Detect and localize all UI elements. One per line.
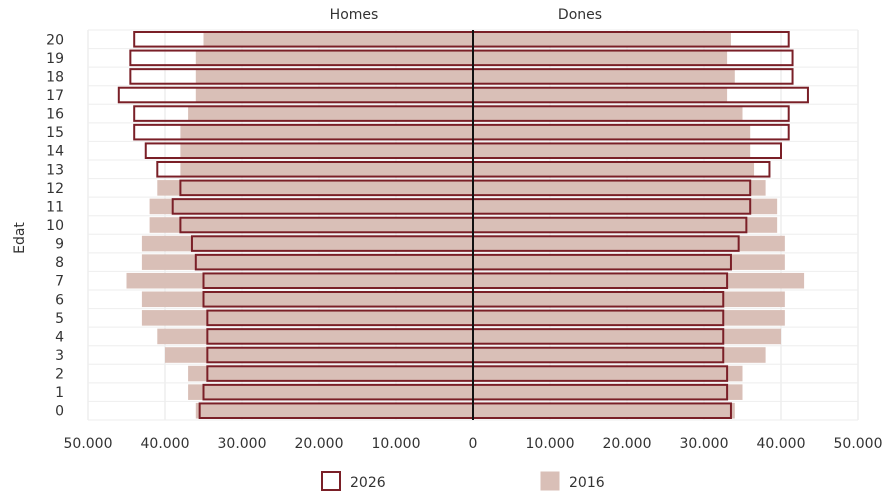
value-tick-label: 20.000 — [603, 436, 652, 452]
age-tick-label: 18 — [46, 69, 64, 85]
bar-2016-homes — [188, 384, 473, 400]
value-tick-label: 50.000 — [834, 436, 883, 452]
bar-2016-homes — [203, 31, 473, 48]
age-tick-label: 6 — [55, 292, 64, 308]
bar-2016-dones — [473, 161, 755, 178]
bar-2016-homes — [195, 402, 474, 419]
bar-2016-dones — [473, 105, 743, 122]
age-tick-label: 16 — [46, 107, 64, 123]
bar-2016-dones — [473, 402, 735, 419]
value-tick-labels: 50.000 40.000 30.000 20.000 10.000 0 10.000 20.… — [64, 436, 883, 452]
age-tick-label: 8 — [55, 255, 64, 271]
bar-2016-homes — [195, 50, 474, 66]
bar-2016-homes — [195, 87, 474, 103]
age-tick-label: 0 — [55, 404, 64, 420]
bar-2016-homes — [141, 254, 473, 270]
value-tick-label: 20.000 — [295, 436, 344, 452]
value-tick-label: 30.000 — [680, 436, 729, 452]
bar-2016-homes — [126, 272, 473, 289]
bar-2016-homes — [141, 235, 473, 252]
bar-2016-dones — [473, 291, 785, 308]
bar-2016-homes — [157, 180, 474, 196]
age-tick-label: 17 — [46, 88, 64, 104]
bar-2016-dones — [473, 347, 766, 363]
age-tick-label: 19 — [46, 51, 64, 67]
bar-2016-dones — [473, 272, 805, 289]
bar-2016-homes — [149, 217, 473, 233]
age-tick-label: 10 — [46, 218, 64, 234]
bar-2016-dones — [473, 198, 778, 215]
bar-2016-dones — [473, 365, 743, 382]
bars-2016 — [126, 31, 805, 419]
bar-2016-homes — [180, 142, 473, 159]
age-tick-label: 5 — [55, 311, 64, 327]
bar-2016-homes — [180, 161, 473, 178]
legend: 2026 2016 — [321, 471, 605, 491]
age-tick-label: 13 — [46, 162, 64, 178]
age-tick-label: 1 — [55, 385, 64, 401]
bar-2016-homes — [188, 365, 473, 382]
bar-2016-dones — [473, 124, 751, 140]
bar-2016-dones — [473, 328, 781, 345]
bar-2016-dones — [473, 180, 766, 196]
value-tick-label: 0 — [469, 436, 478, 452]
side-label-dones: Dones — [558, 7, 602, 23]
value-tick-label: 10.000 — [526, 436, 575, 452]
side-label-homes: Homes — [330, 7, 379, 23]
age-tick-label: 4 — [55, 329, 64, 345]
bar-2016-homes — [157, 328, 474, 345]
bar-2016-dones — [473, 310, 785, 326]
value-tick-label: 30.000 — [218, 436, 267, 452]
bar-2016-dones — [473, 50, 728, 66]
bar-2016-homes — [149, 198, 473, 215]
bar-2016-homes — [188, 105, 473, 122]
bar-2016-dones — [473, 254, 785, 270]
bar-2016-dones — [473, 217, 778, 233]
age-tick-label: 15 — [46, 125, 64, 141]
bar-2016-dones — [473, 384, 743, 400]
bar-2016-homes — [165, 347, 473, 363]
age-tick-label: 14 — [46, 144, 64, 160]
legend-swatch-2016 — [540, 471, 560, 491]
age-tick-label: 12 — [46, 181, 64, 197]
value-tick-label: 40.000 — [141, 436, 190, 452]
bar-2016-dones — [473, 142, 751, 159]
age-tick-label: 11 — [46, 199, 64, 215]
y-axis-label: Edat — [12, 222, 28, 254]
value-tick-label: 40.000 — [757, 436, 806, 452]
age-tick-label: 2 — [55, 367, 64, 383]
bar-2016-dones — [473, 31, 731, 48]
legend-label-2016: 2016 — [569, 475, 605, 491]
age-tick-label: 9 — [55, 237, 64, 253]
bar-2016-dones — [473, 68, 735, 85]
legend-label-2026: 2026 — [350, 475, 386, 491]
bar-2016-dones — [473, 235, 785, 252]
age-tick-label: 3 — [55, 348, 64, 364]
value-tick-label: 10.000 — [372, 436, 421, 452]
legend-swatch-2026 — [321, 471, 341, 491]
age-tick-label: 7 — [55, 274, 64, 290]
age-tick-label: 20 — [46, 32, 64, 48]
value-tick-label: 50.000 — [64, 436, 113, 452]
bar-2016-homes — [195, 68, 474, 85]
bar-2016-dones — [473, 87, 728, 103]
bar-2016-homes — [180, 124, 473, 140]
bar-2016-homes — [141, 291, 473, 308]
bar-2016-homes — [141, 310, 473, 326]
